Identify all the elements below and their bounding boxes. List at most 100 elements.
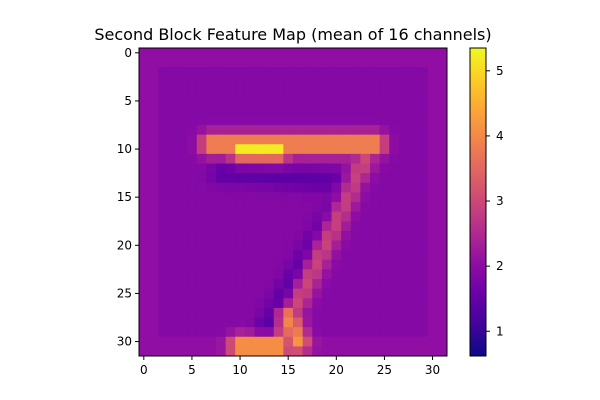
heatmap-cell [264, 105, 275, 116]
heatmap-cell [167, 144, 178, 155]
heatmap-cell [312, 67, 323, 78]
heatmap-cell [244, 115, 255, 126]
heatmap-cell [293, 144, 304, 155]
heatmap-cell [379, 259, 390, 270]
heatmap-cell [360, 336, 371, 347]
heatmap-cell [379, 125, 390, 136]
heatmap-cell [427, 317, 438, 328]
heatmap-cell [360, 307, 371, 318]
heatmap-cell [177, 307, 188, 318]
heatmap-cell [418, 173, 429, 184]
heatmap-cell [244, 230, 255, 241]
heatmap-cell [408, 76, 419, 87]
heatmap-cell [273, 163, 284, 174]
heatmap-cell [408, 134, 419, 145]
heatmap-cell [244, 259, 255, 270]
heatmap-cell [398, 115, 409, 126]
heatmap-cell [196, 259, 207, 270]
heatmap-cell [216, 279, 227, 290]
heatmap-cell [264, 317, 275, 328]
heatmap-cell [216, 288, 227, 299]
heatmap-cell [177, 259, 188, 270]
heatmap-cell [370, 250, 381, 261]
heatmap-cell [341, 76, 352, 87]
x-axis: 0 5 10 15 20 25 30 [140, 356, 440, 377]
heatmap-cell [398, 346, 409, 357]
heatmap-cell [167, 259, 178, 270]
heatmap-cell [206, 336, 217, 347]
heatmap-cell [312, 76, 323, 87]
heatmap-cell [370, 317, 381, 328]
heatmap-cell [139, 346, 150, 357]
heatmap-cell [350, 76, 361, 87]
heatmap-cell [360, 192, 371, 203]
heatmap-cell [321, 327, 332, 338]
heatmap-cell [139, 202, 150, 213]
heatmap-cell [389, 221, 400, 232]
heatmap-cell [139, 144, 150, 155]
heatmap-cell [408, 211, 419, 222]
heatmap-cell [177, 86, 188, 97]
heatmap-cell [244, 298, 255, 309]
heatmap-cell [244, 250, 255, 261]
heatmap-cell [148, 288, 159, 299]
heatmap-cell [283, 125, 294, 136]
heatmap-cell [158, 96, 169, 107]
heatmap-cell [167, 317, 178, 328]
heatmap-cell [302, 144, 313, 155]
heatmap-cell [398, 221, 409, 232]
heatmap-cell [273, 134, 284, 145]
heatmap-cell [206, 86, 217, 97]
heatmap-cell [254, 192, 265, 203]
heatmap-cell [206, 153, 217, 164]
heatmap-cell [379, 134, 390, 145]
heatmap-cell [196, 163, 207, 174]
heatmap-cell [302, 76, 313, 87]
heatmap-cell [283, 336, 294, 347]
heatmap-cell [389, 269, 400, 280]
heatmap-cell [225, 307, 236, 318]
heatmap-cell [379, 76, 390, 87]
heatmap-cell [273, 240, 284, 251]
heatmap-cell [312, 96, 323, 107]
heatmap-cell [350, 144, 361, 155]
heatmap-cell [350, 327, 361, 338]
heatmap-cell [235, 182, 246, 193]
heatmap-cell [360, 76, 371, 87]
heatmap-cell [389, 115, 400, 126]
heatmap-cell [408, 57, 419, 68]
heatmap-cell [216, 86, 227, 97]
heatmap-cell [225, 48, 236, 59]
heatmap-cell [216, 250, 227, 261]
heatmap-cell [350, 336, 361, 347]
heatmap-cell [389, 317, 400, 328]
heatmap-cell [379, 105, 390, 116]
heatmap-cell [341, 336, 352, 347]
heatmap-frame [138, 47, 448, 357]
heatmap-cell [350, 67, 361, 78]
heatmap-cell [312, 259, 323, 270]
heatmap-cell [206, 269, 217, 280]
heatmap-cell [139, 288, 150, 299]
heatmap-cell [379, 202, 390, 213]
heatmap-cell [350, 86, 361, 97]
heatmap-cell [418, 125, 429, 136]
x-tick-label: 25 [377, 363, 392, 377]
heatmap-cell [167, 48, 178, 59]
heatmap-cell [350, 288, 361, 299]
heatmap-cell [427, 163, 438, 174]
heatmap-cell [360, 240, 371, 251]
heatmap-cell [206, 163, 217, 174]
heatmap-cell [235, 259, 246, 270]
heatmap-cell [148, 298, 159, 309]
heatmap-cell [177, 269, 188, 280]
heatmap-cell [158, 250, 169, 261]
heatmap-cell [312, 86, 323, 97]
colorbar-tick-label: 3 [496, 194, 504, 208]
heatmap-cell [167, 250, 178, 261]
heatmap-cell [341, 298, 352, 309]
heatmap-cell [437, 317, 448, 328]
heatmap-cell [187, 317, 198, 328]
heatmap-cell [427, 76, 438, 87]
heatmap-cell [283, 96, 294, 107]
